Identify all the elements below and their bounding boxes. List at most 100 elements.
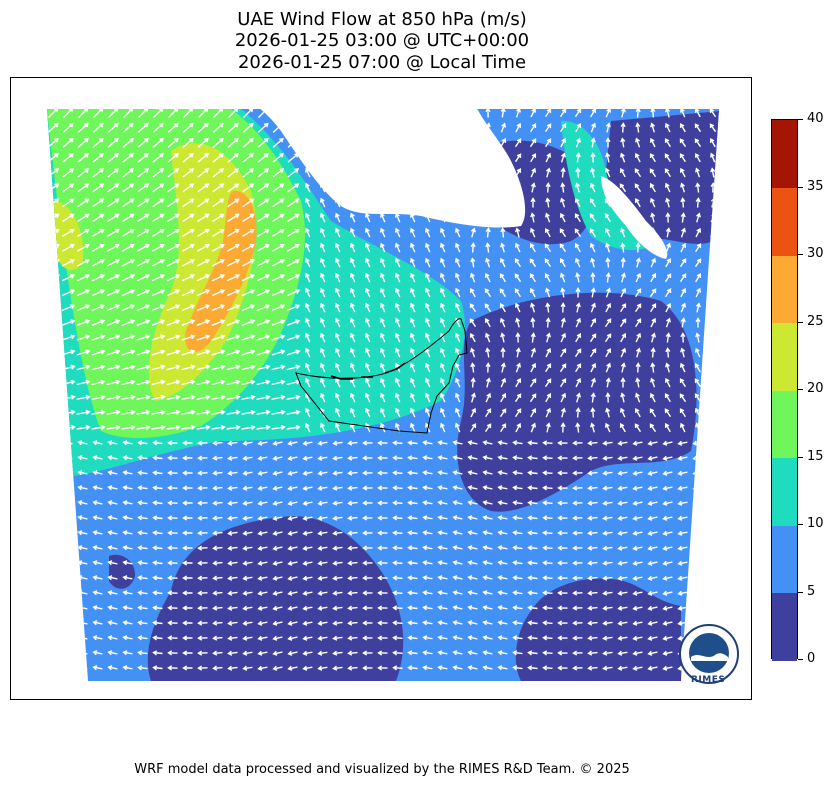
wind-arrow [572,620,583,626]
wind-arrow [196,409,211,415]
wind-arrow [181,409,196,415]
wind-arrow [350,257,356,268]
wind-arrow [257,228,270,237]
wind-arrow [677,575,688,581]
wind-arrow [425,137,431,148]
wind-arrow [514,242,521,253]
wind-arrow [647,605,658,611]
wind-arrow [632,635,643,641]
wind-arrow [452,620,463,626]
wind-arrow [380,407,386,418]
wind-arrow [92,153,105,163]
wind-arrow [181,394,196,400]
wind-arrow [527,515,538,521]
wind-arrow [590,392,596,403]
wind-arrow [542,455,553,461]
wind-arrow [152,440,163,446]
wind-arrow [617,635,628,641]
wind-arrow [320,332,326,343]
wind-arrow [632,440,643,446]
wind-arrow [647,530,658,536]
wind-arrow [151,409,166,415]
wind-arrow [467,455,478,461]
wind-arrow [122,153,135,163]
wind-arrow [542,545,553,551]
wind-arrow [167,530,178,536]
wind-arrow [122,455,133,461]
wind-arrow [499,317,506,328]
wind-arrow [47,334,61,341]
wind-arrow [107,183,120,193]
wind-arrow [589,333,597,343]
wind-arrow [257,545,268,551]
wind-arrow [647,650,658,656]
wind-arrow [211,334,226,341]
wind-arrow [212,500,223,506]
credit-footer: WRF model data processed and visualized … [134,762,630,777]
wind-arrow [632,620,643,626]
wind-arrow [619,198,627,208]
wind-arrow [152,635,163,641]
wind-arrow [377,530,388,536]
wind-arrow [197,198,210,208]
high-wind-patch-west [53,201,84,271]
wind-arrow [182,183,195,193]
wind-arrow [470,227,476,238]
wind-arrow [122,137,134,148]
wind-arrow [136,259,150,267]
wind-arrow [137,590,148,596]
wind-arrow [286,259,300,267]
wind-arrow [602,665,613,671]
wind-arrow [121,319,136,326]
wind-arrow [392,470,403,476]
wind-arrow [587,530,598,536]
wind-arrow [167,228,180,237]
wind-arrow [557,485,568,491]
wind-arrow [226,409,241,415]
wind-arrow [662,500,673,506]
wind-arrow [257,440,268,446]
wind-arrow [467,575,478,581]
wind-arrow [395,137,401,148]
wind-arrow [542,605,553,611]
wind-arrow [530,167,537,178]
wind-arrow [76,334,91,341]
wind-arrow [227,620,238,626]
wind-arrow [482,575,493,581]
wind-arrow [107,153,120,163]
wind-map [47,109,739,684]
wind-arrow [196,379,211,386]
wind-arrow [256,243,270,252]
wind-arrow [350,212,356,223]
wind-arrow [107,485,118,491]
wind-arrow [365,362,371,373]
wind-arrow [302,470,313,476]
wind-arrow [482,635,493,641]
wind-arrow [92,455,103,461]
wind-arrow [455,197,461,208]
wind-arrow [241,319,256,326]
wind-arrow [137,455,148,461]
wind-arrow [61,424,76,431]
wind-arrow [527,470,538,476]
wind-arrow [76,304,91,312]
wind-arrow [634,303,642,313]
wind-arrow [271,349,286,356]
wind-arrow [350,109,356,118]
wind-arrow [605,167,611,178]
wind-arrow [77,137,89,148]
wind-arrow [545,422,551,433]
wind-arrow [136,334,151,341]
wind-arrow [497,470,508,476]
wind-arrow [362,440,373,446]
wind-arrow [695,272,702,283]
wind-arrow [590,317,597,328]
wind-arrow [620,122,626,133]
wind-arrow [305,302,311,313]
wind-arrow [407,575,418,581]
wind-arrow [182,485,193,491]
wind-arrow [710,258,717,268]
wind-arrow [167,455,178,461]
wind-arrow [680,242,687,253]
wind-arrow [47,455,58,461]
